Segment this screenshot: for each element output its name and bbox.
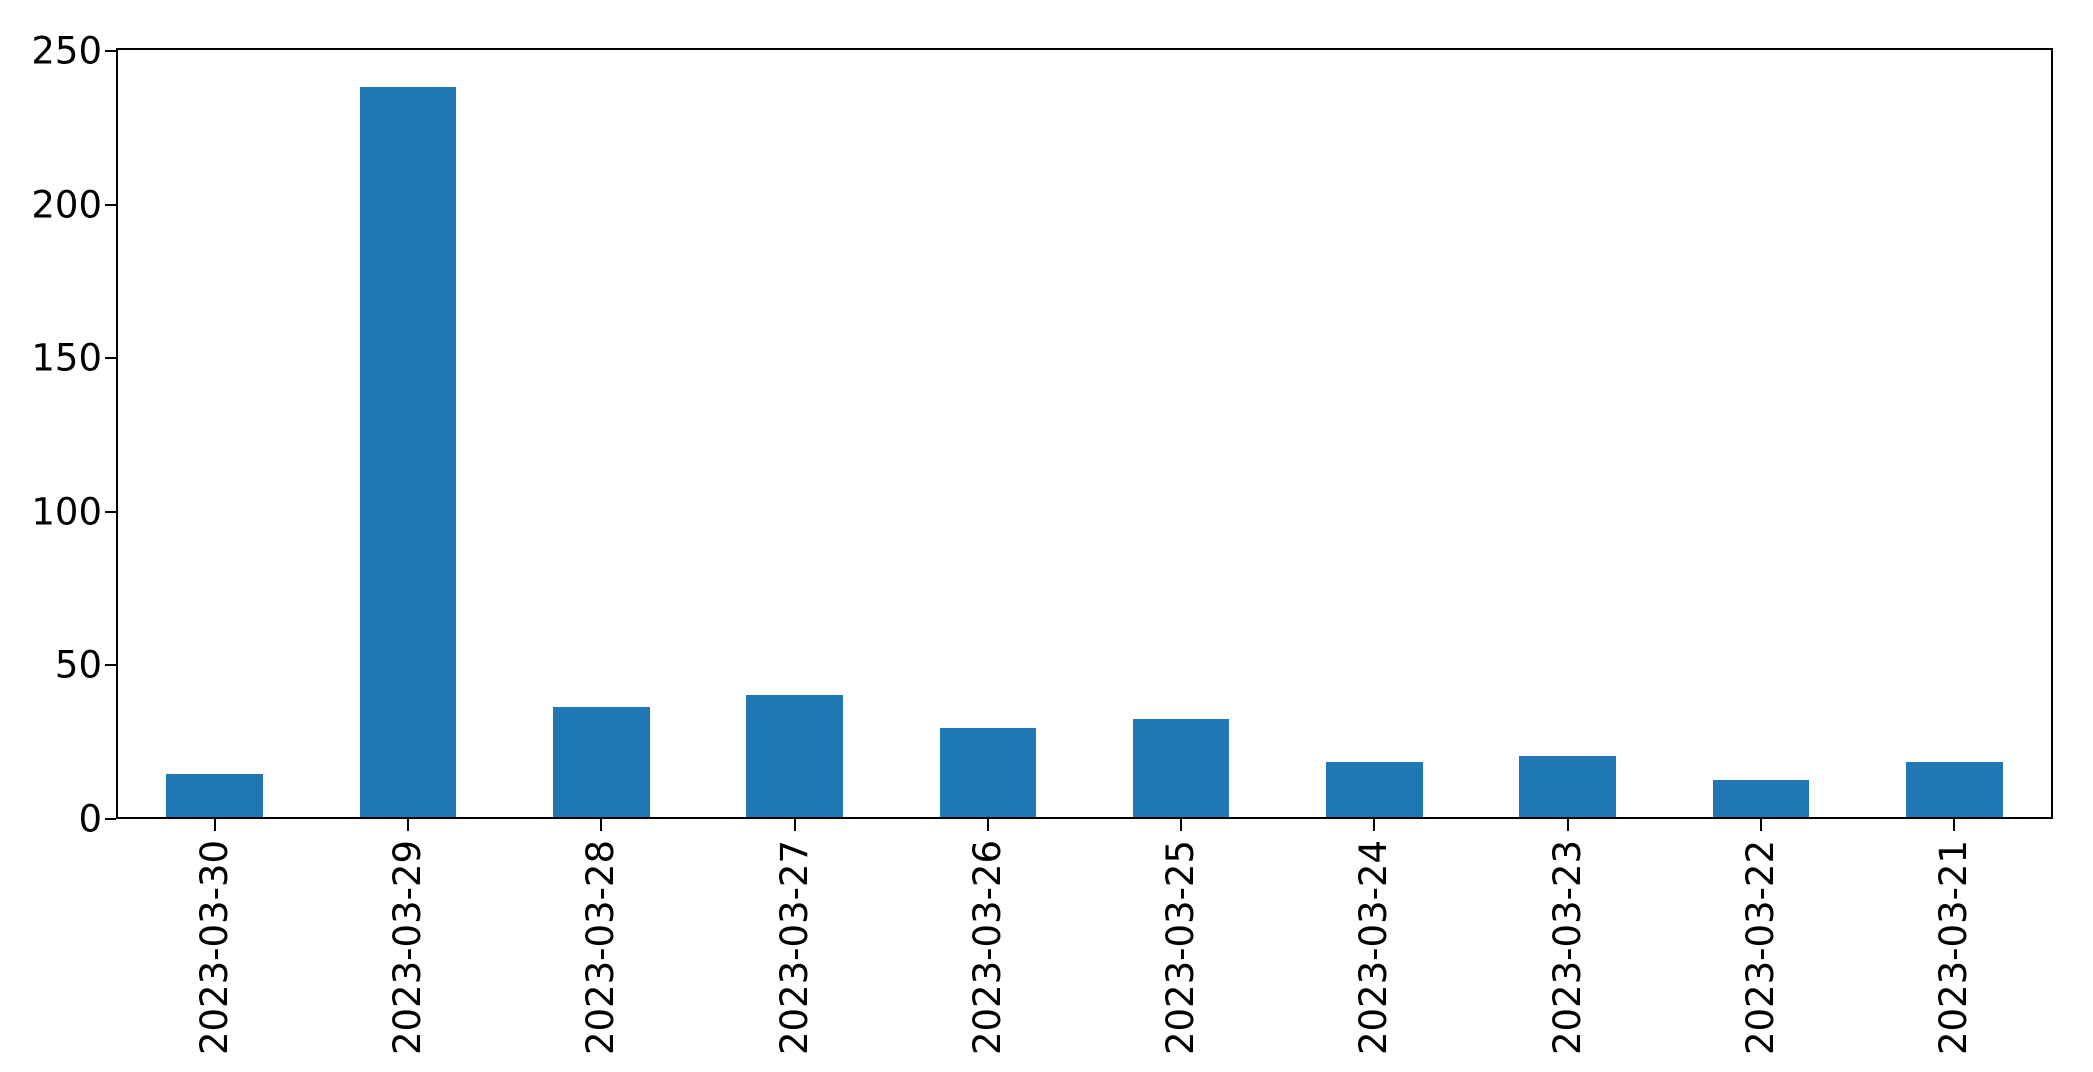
- bar-2023-03-22: [1712, 780, 1810, 817]
- bar-2023-03-26: [939, 728, 1037, 817]
- x-tick-mark: [213, 819, 216, 831]
- x-tick-mark: [1180, 819, 1183, 831]
- x-tick-label: 2023-03-30: [192, 840, 236, 1056]
- y-tick-mark: [105, 510, 116, 513]
- y-tick-mark: [105, 50, 116, 53]
- x-tick-mark: [1953, 819, 1956, 831]
- x-tick-label: 2023-03-29: [385, 840, 429, 1056]
- plot-area: [116, 48, 2053, 819]
- x-tick-label: 2023-03-22: [1739, 840, 1783, 1056]
- y-tick-label: 150: [31, 336, 102, 380]
- x-tick-label: 2023-03-21: [1932, 840, 1976, 1056]
- bar-2023-03-29: [359, 86, 457, 817]
- bar-2023-03-28: [552, 707, 650, 817]
- x-tick-label: 2023-03-27: [772, 840, 816, 1056]
- y-tick-label: 100: [31, 490, 102, 534]
- y-tick-label: 200: [31, 183, 102, 227]
- y-tick-mark: [105, 357, 116, 360]
- bar-2023-03-23: [1519, 755, 1617, 817]
- bar-2023-03-25: [1132, 719, 1230, 817]
- x-tick-label: 2023-03-26: [965, 840, 1009, 1056]
- x-tick-mark: [986, 819, 989, 831]
- bar-2023-03-27: [746, 694, 843, 817]
- bar-2023-03-24: [1326, 762, 1423, 817]
- bars-layer: [118, 50, 2051, 817]
- y-tick-mark: [105, 818, 116, 820]
- x-tick-mark: [1373, 819, 1376, 831]
- x-tick-mark: [406, 819, 409, 831]
- x-tick-label: 2023-03-25: [1159, 840, 1203, 1056]
- bar-2023-03-21: [1906, 762, 2003, 817]
- x-tick-label: 2023-03-28: [579, 840, 623, 1056]
- x-tick-mark: [793, 819, 796, 831]
- y-tick-label: 50: [54, 643, 102, 687]
- bar-2023-03-30: [166, 774, 263, 817]
- x-tick-label: 2023-03-24: [1352, 840, 1396, 1056]
- x-tick-mark: [1760, 819, 1763, 831]
- y-tick-mark: [105, 664, 116, 667]
- x-tick-mark: [600, 819, 603, 831]
- y-tick-mark: [105, 203, 116, 206]
- y-tick-label: 250: [31, 29, 102, 73]
- x-tick-mark: [1566, 819, 1569, 831]
- x-tick-label: 2023-03-23: [1545, 840, 1589, 1056]
- y-tick-label: 0: [78, 797, 102, 841]
